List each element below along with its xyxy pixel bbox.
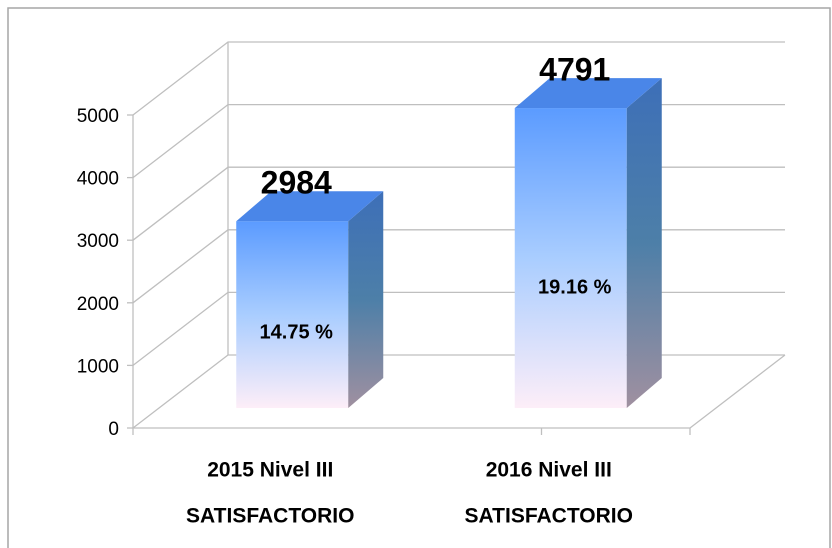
bar-side	[626, 78, 662, 408]
x-tick-label: 2015 Nivel III	[207, 459, 333, 482]
y-tick-label: 4000	[77, 169, 119, 190]
value-label: 4791	[539, 52, 610, 88]
y-tick-label: 0	[108, 419, 119, 440]
x-tick-label: SATISFACTORIO	[465, 505, 633, 528]
bar-front	[514, 108, 627, 408]
y-tick-label: 1000	[77, 356, 119, 377]
bar-side	[348, 191, 384, 408]
x-tick-label: SATISFACTORIO	[186, 505, 354, 528]
x-tick-label: 2016 Nivel III	[486, 459, 612, 482]
bar	[514, 78, 662, 408]
annotation: 14.75 %	[260, 322, 334, 344]
y-tick-label: 2000	[77, 294, 119, 315]
bar-front	[236, 221, 349, 408]
bar	[236, 191, 384, 408]
y-tick-label: 3000	[77, 231, 119, 252]
bar-top	[514, 78, 662, 109]
grid-line	[132, 41, 785, 116]
chart-frame	[7, 7, 831, 548]
bar-top	[236, 191, 384, 222]
annotation: 19.16 %	[538, 276, 612, 298]
y-tick-label: 5000	[77, 106, 119, 127]
value-label: 2984	[261, 165, 332, 201]
